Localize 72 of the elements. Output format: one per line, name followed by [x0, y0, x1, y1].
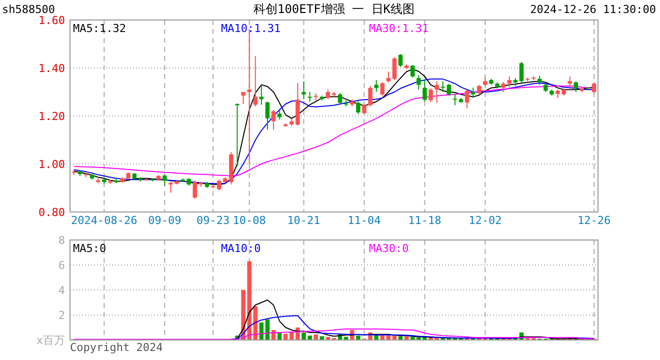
y-tick-label: 0.80: [38, 206, 65, 219]
candlestick: [235, 103, 240, 167]
candlestick: [452, 93, 458, 106]
candlestick: [380, 82, 384, 96]
y-tick-label: 8: [58, 234, 65, 247]
candlestick: [416, 74, 421, 90]
y-tick-label: 6: [58, 258, 65, 272]
candlestick: [265, 101, 270, 130]
candlestick: [326, 89, 330, 100]
candlestick: [277, 110, 282, 120]
candlestick: [574, 80, 578, 92]
text: MA5:0: [73, 242, 106, 255]
chart-title: 科创100ETF增强 一 日K线图: [253, 2, 415, 16]
candlestick: [440, 80, 445, 92]
candlestick: [501, 81, 506, 92]
x-tick-label: 11-04: [348, 214, 382, 227]
candlestick: [314, 92, 318, 101]
candlestick: [470, 87, 476, 98]
text: MA10:0: [221, 242, 261, 255]
x-tick-label: 09-23: [196, 214, 230, 227]
y-tick-label: x百万: [36, 334, 65, 347]
y-tick-label: 2: [58, 308, 65, 322]
text: MA10:1.31: [221, 22, 281, 35]
x-tick-label: 12-26: [578, 214, 611, 227]
y-tick-label: 1.20: [38, 110, 65, 123]
y-tick-label: 1.60: [38, 14, 65, 27]
candlestick: [428, 88, 433, 103]
x-tick-label: 12-02: [468, 214, 502, 227]
candlestick: [162, 174, 167, 186]
candlestick: [216, 179, 222, 191]
candlestick: [538, 75, 542, 86]
candlestick: [568, 76, 572, 92]
candlestick: [410, 64, 415, 78]
candlestick: [592, 82, 596, 94]
candlestick: [477, 84, 482, 95]
x-tick-label: 09-09: [148, 214, 182, 227]
candlestick: [519, 62, 524, 83]
text: MA30:0: [369, 242, 409, 255]
candlestick: [386, 71, 391, 83]
candlestick: [398, 54, 403, 68]
line-series: [73, 328, 595, 340]
candlestick: [271, 110, 276, 130]
text: sh588500: [2, 3, 55, 16]
x-tick-label: 2024-08-26: [71, 214, 138, 227]
candlestick: [446, 83, 452, 96]
candlestick: [374, 80, 378, 92]
candlestick: [464, 89, 470, 109]
candlestick: [356, 100, 360, 115]
text: 2024-12-26 11:30:00: [530, 3, 656, 16]
candlestick: [308, 92, 312, 102]
y-tick-label: 1.00: [38, 158, 65, 171]
candlestick: [507, 76, 512, 88]
text: MA5:1.32: [73, 22, 126, 35]
candlestick: [302, 80, 306, 100]
candlestick: [241, 92, 246, 104]
candlestick: [362, 104, 366, 115]
candlestick: [422, 80, 427, 102]
text: Copyright 2024: [70, 341, 164, 354]
bar: [356, 336, 360, 340]
bar: [314, 334, 318, 340]
candlestick: [192, 180, 198, 200]
y-tick-label: 4: [58, 284, 66, 297]
candlestick: [368, 86, 372, 107]
x-tick-label: 11-18: [408, 214, 442, 227]
text: MA30:1.31: [369, 22, 429, 35]
x-tick-label: 10-08: [232, 214, 266, 227]
candlestick: [338, 92, 342, 104]
candlestick: [392, 56, 397, 80]
x-tick-label: 10-21: [287, 214, 320, 227]
candlestick: [434, 80, 439, 104]
candlestick: [253, 56, 258, 107]
y-tick-label: 1.40: [38, 62, 65, 75]
